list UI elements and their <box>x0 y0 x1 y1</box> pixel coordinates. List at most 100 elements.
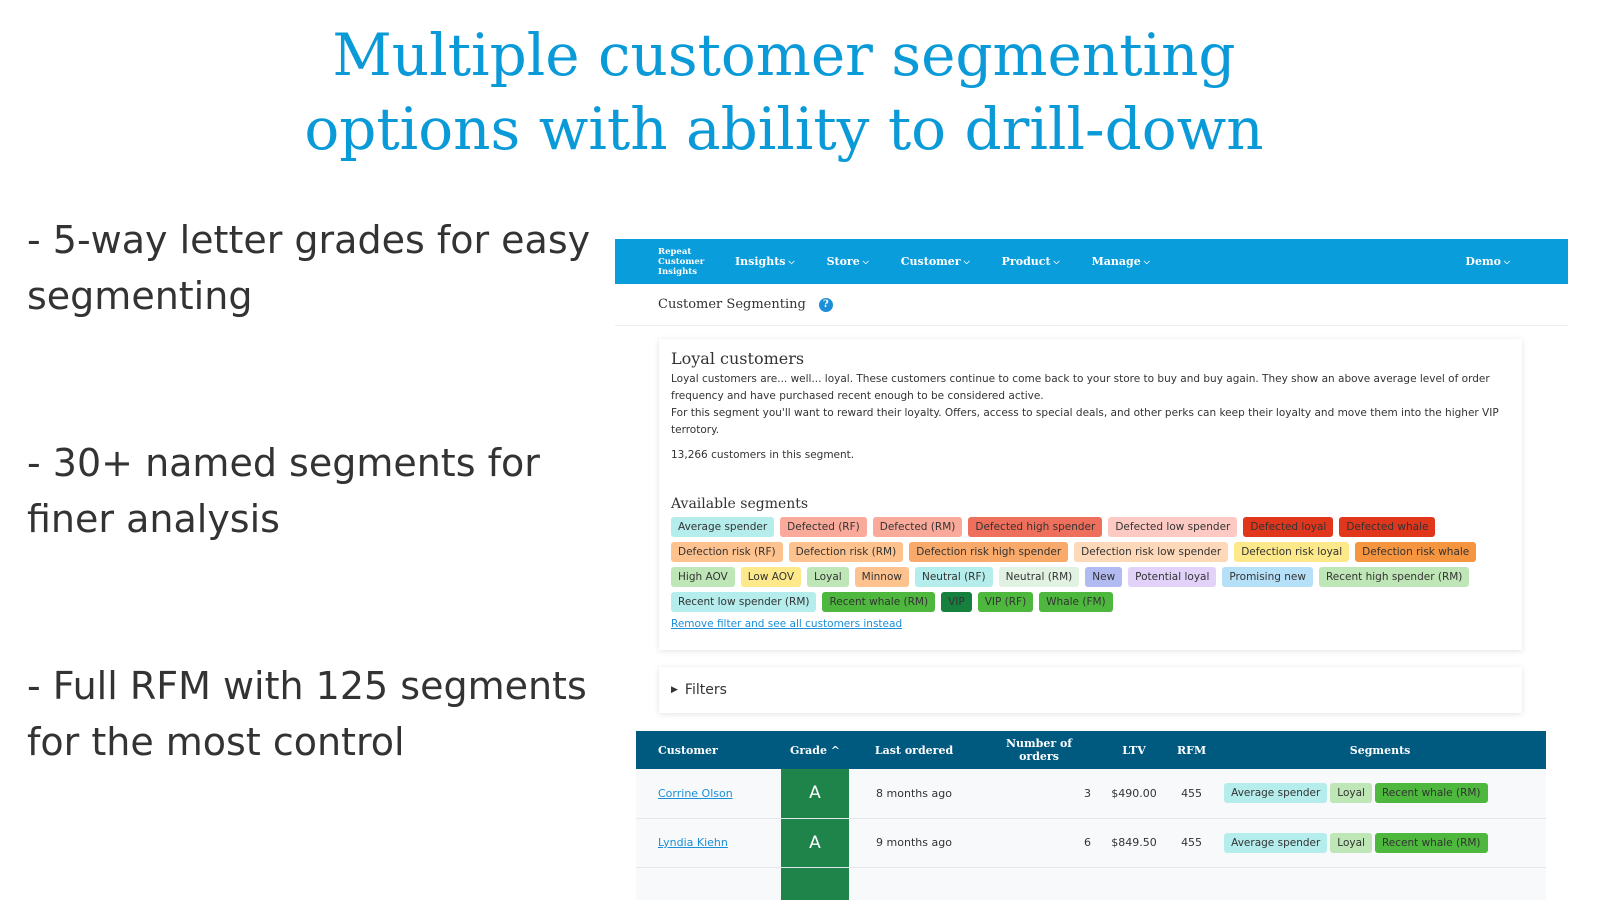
last-ordered-cell: 9 months ago <box>849 818 979 868</box>
logo-text: Insights <box>658 266 698 277</box>
table-cell <box>1169 867 1215 900</box>
customer-link[interactable]: Corrine Olson <box>658 786 733 800</box>
chevron-down-icon: ⌵ <box>1053 256 1060 266</box>
segment-tag[interactable]: Loyal <box>1330 783 1372 804</box>
customer-link[interactable]: Lyndia Kiehn <box>658 836 728 849</box>
chevron-down-icon: ⌵ <box>788 256 795 266</box>
filters-toggle[interactable]: ▶ Filters <box>659 667 1522 713</box>
segment-tag[interactable]: Defected (RF) <box>780 517 867 537</box>
segment-tag[interactable]: Minnow <box>854 567 909 587</box>
page-header: Customer Segmenting ? <box>615 284 1568 326</box>
table-cell <box>1214 867 1546 900</box>
account-menu[interactable]: Demo ⌵ <box>1465 255 1510 268</box>
segment-tag[interactable]: Potential loyal <box>1128 567 1217 587</box>
segment-tag[interactable]: Neutral (RM) <box>998 567 1080 587</box>
segment-tag[interactable]: Whale (FM) <box>1039 592 1113 612</box>
table-cell <box>636 867 781 900</box>
grade-cell: A <box>781 769 849 819</box>
segment-tag[interactable]: High AOV <box>671 567 735 587</box>
logo-text: Customer <box>658 256 705 267</box>
segment-tag[interactable]: Recent low spender (RM) <box>671 592 817 612</box>
nav-item-label: Customer <box>900 255 961 268</box>
headline-line: Multiple customer segmenting <box>332 21 1236 89</box>
segment-description: For this segment you'll want to reward t… <box>671 407 1499 436</box>
segment-tag[interactable]: Loyal <box>1330 832 1372 853</box>
column-header[interactable]: Segments <box>1349 743 1411 757</box>
column-header[interactable]: Last ordered <box>874 743 954 757</box>
segment-tag[interactable]: Defection risk (RF) <box>671 542 783 562</box>
table-row <box>636 867 1546 900</box>
segment-tag[interactable]: Average spender <box>1224 783 1328 804</box>
segments-cell: Average spender Loyal Recent whale (RM) <box>1214 818 1546 868</box>
app-screenshot: Repeat Customer Insights Insights ⌵ Store ⌵… <box>615 239 1568 900</box>
table-row: Lyndia Kiehn A 9 months ago 6 $849.50 455 Aver… <box>636 818 1546 868</box>
nav-item-manage[interactable]: Manage ⌵ <box>1092 255 1150 268</box>
segment-title: Loyal customers <box>671 349 805 368</box>
logo[interactable]: Repeat Customer Insights <box>658 247 735 277</box>
segment-tag[interactable]: Defection risk low spender <box>1074 542 1229 562</box>
nav-item-insights[interactable]: Insights ⌵ <box>735 255 795 268</box>
segment-tag[interactable]: Loyal <box>807 567 849 587</box>
chevron-down-icon: ⌵ <box>1503 256 1510 266</box>
orders-cell: 3 <box>979 769 1099 819</box>
column-header[interactable]: Number of orders <box>1005 737 1073 763</box>
nav-item-label: Manage <box>1091 255 1141 268</box>
chevron-down-icon: ⌵ <box>862 256 869 266</box>
segment-card: Loyal customers Loyal customers are... w… <box>659 339 1522 650</box>
orders-cell: 6 <box>979 818 1099 868</box>
segment-tag[interactable]: New <box>1085 567 1123 587</box>
nav-item-store[interactable]: Store ⌵ <box>827 255 869 268</box>
segment-tag[interactable]: Low AOV <box>740 567 802 587</box>
grade-cell <box>781 867 849 900</box>
segment-tag[interactable]: VIP <box>941 592 972 612</box>
filters-label: Filters <box>684 682 727 698</box>
available-segments-title: Available segments <box>671 496 809 512</box>
customer-table: Customer Grade ^ Last ordered Number of ord… <box>636 731 1546 900</box>
segment-tag[interactable]: Defection risk high spender <box>909 542 1069 562</box>
help-icon[interactable]: ? <box>818 297 833 312</box>
table-cell <box>979 867 1099 900</box>
segment-tag[interactable]: Defection risk whale <box>1355 542 1477 562</box>
segment-tag[interactable]: Recent high spender (RM) <box>1318 567 1470 587</box>
segment-tag[interactable]: Promising new <box>1222 567 1313 587</box>
column-header[interactable]: Customer <box>658 743 718 757</box>
segment-tag[interactable]: Average spender <box>671 517 775 537</box>
headline-line: options with ability to drill-down <box>304 95 1264 163</box>
segments-cell: Average spender Loyal Recent whale (RM) <box>1214 769 1546 819</box>
nav-item-label: Store <box>826 255 860 268</box>
segment-description: Loyal customers are... well... loyal. Th… <box>671 373 1490 402</box>
nav-item-product[interactable]: Product ⌵ <box>1002 255 1060 268</box>
segment-tag[interactable]: Average spender <box>1224 832 1328 853</box>
bullet-segments: - 30+ named segments for finer analysis <box>27 441 540 541</box>
segment-tag[interactable]: Neutral (RF) <box>914 567 993 587</box>
column-header[interactable]: Grade ^ <box>789 743 841 757</box>
headline: Multiple customer segmenting options wit… <box>0 18 1568 166</box>
remove-filter-link[interactable]: Remove filter and see all customers inst… <box>671 618 903 630</box>
table-cell <box>849 867 979 900</box>
table-header-row: Customer Grade ^ Last ordered Number of ord… <box>636 731 1546 769</box>
bullet-rfm: - Full RFM with 125 segments for the mos… <box>27 664 587 764</box>
segment-tag[interactable]: Defected whale <box>1339 517 1436 537</box>
segment-tag-list: Average spender Defected (RF) Defected (RM… <box>671 517 1501 612</box>
table-row: Corrine Olson A 8 months ago 3 $490.00 455 Ave… <box>636 769 1546 819</box>
segment-tag[interactable]: Recent whale (RM) <box>1374 832 1488 853</box>
page-title: Customer Segmenting <box>658 297 806 312</box>
caret-right-icon: ▶ <box>671 685 678 695</box>
segment-tag[interactable]: Defection risk (RM) <box>788 542 904 562</box>
last-ordered-cell: 8 months ago <box>849 769 979 819</box>
segment-tag[interactable]: Recent whale (RM) <box>1374 783 1488 804</box>
segment-tag[interactable]: Recent whale (RM) <box>822 592 936 612</box>
segment-tag[interactable]: Defection risk loyal <box>1234 542 1350 562</box>
segment-tag[interactable]: Defected high spender <box>968 517 1103 537</box>
column-header[interactable]: RFM <box>1177 743 1207 757</box>
segment-tag[interactable]: Defected loyal <box>1243 517 1334 537</box>
segment-tag[interactable]: VIP (RF) <box>977 592 1034 612</box>
customer-cell: Lyndia Kiehn <box>636 818 781 868</box>
nav-item-customer[interactable]: Customer ⌵ <box>901 255 970 268</box>
logo-text: Repeat <box>658 246 692 257</box>
column-header[interactable]: LTV <box>1122 743 1146 757</box>
account-label: Demo <box>1465 255 1501 268</box>
segment-tag[interactable]: Defected low spender <box>1108 517 1238 537</box>
chevron-down-icon: ⌵ <box>963 256 970 266</box>
segment-tag[interactable]: Defected (RM) <box>872 517 963 537</box>
